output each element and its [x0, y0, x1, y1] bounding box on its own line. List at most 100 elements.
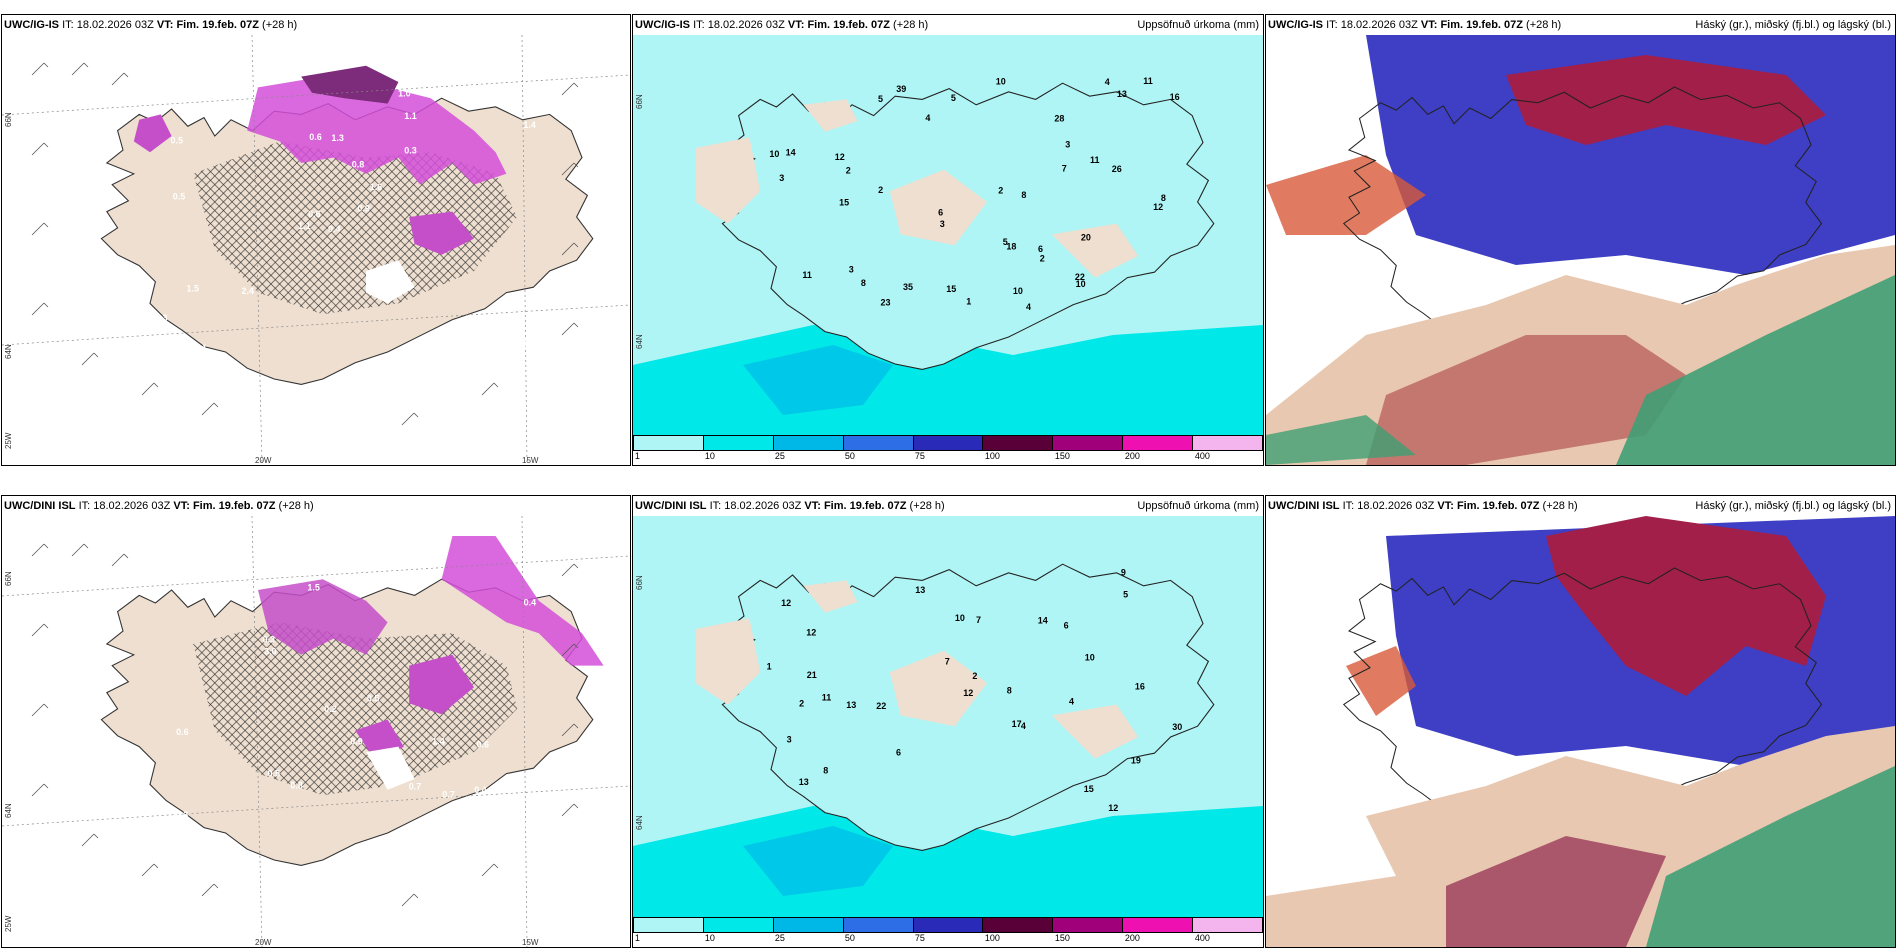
legend-swatch	[913, 918, 984, 932]
map-value-label: 3	[787, 735, 792, 745]
map-value-label: 6	[938, 208, 943, 218]
map-value-label: 11	[1143, 76, 1153, 86]
map-value-label: 1	[767, 662, 772, 672]
map-value-label: 0.6	[176, 727, 189, 737]
map-value-label: 0.8	[352, 160, 365, 170]
map-value-label: 1.1	[298, 221, 311, 231]
map-value-label: 11	[822, 692, 832, 702]
map-value-label: 1.0	[518, 820, 531, 830]
map-value-label: 11	[1090, 155, 1100, 165]
map-value-label: 2	[799, 698, 804, 708]
map-value-label: 0.8	[290, 781, 303, 791]
map-value-label: 1.4	[523, 120, 536, 130]
legend-tick: 200	[1124, 451, 1140, 461]
map-value-label: 13	[915, 585, 925, 595]
panel-bottom-middle: UWC/DINI ISL IT: 18.02.2026 03Z VT: Fim.…	[632, 495, 1264, 948]
map-value-label: 2	[998, 186, 1003, 196]
legend-tick: 100	[984, 451, 1000, 461]
map-value-label: 1.6	[370, 182, 383, 192]
map-value-label: 2	[846, 165, 851, 175]
legend-tick: 150	[1054, 451, 1070, 461]
map-value-label: 10	[996, 76, 1006, 86]
legend-swatch	[983, 918, 1054, 932]
map-value-label: 0.3	[155, 313, 168, 323]
legend-swatch	[1193, 918, 1263, 932]
map-value-label: 5	[1123, 589, 1128, 599]
map-value-label: 0.6	[308, 209, 321, 219]
map-value-label: 0.4	[524, 597, 537, 607]
map-value-label: 0.9	[350, 737, 363, 747]
legend-swatch	[983, 436, 1054, 450]
legend-tick: 1	[634, 933, 640, 943]
map-value-label: 7	[1062, 164, 1067, 174]
map-value-label: 19	[1131, 756, 1141, 766]
map-value-label: 8	[1021, 190, 1026, 200]
legend-swatch	[773, 918, 844, 932]
map-value-label: 0.5	[337, 562, 350, 572]
lat-label: 66N	[4, 112, 13, 127]
map-value-label: 12	[963, 688, 973, 698]
panel-right-title: Háský (gr.), miðský (fj.bl.) og lágský (…	[1695, 496, 1891, 516]
wind-precip-map: 0.4 0.5 0.6 0.3 1.6 2.4 1.0 1.3 1.1 0.9 0.7 0.8 0.5 1…	[2, 35, 630, 465]
map-value-label: 22	[876, 701, 886, 711]
legend-swatch	[634, 918, 704, 932]
legend-swatch	[1053, 436, 1124, 450]
precip-legend: 1 10 25 50 75 100 150 200 400	[633, 917, 1263, 947]
corner-label: 25W	[4, 915, 13, 932]
panel-right-title: Uppsöfnuð úrkoma (mm)	[1137, 15, 1259, 35]
panel-title: UWC/DINI ISL IT: 18.02.2026 03Z VT: Fim.…	[633, 496, 1263, 516]
map-value-label: 0.6	[309, 132, 322, 142]
map-value-label: 17	[1012, 719, 1022, 729]
panel-right-title: Háský (gr.), miðský (fj.bl.) og lágský (…	[1695, 15, 1891, 35]
map-value-label: 3	[849, 265, 854, 275]
legend-tick: 400	[1194, 933, 1210, 943]
map-value-label: 6	[1038, 244, 1043, 254]
map-value-label: 13	[846, 700, 856, 710]
map-value-label: 14	[1038, 615, 1048, 625]
legend-swatch	[1193, 436, 1263, 450]
map-value-label: 0.9	[357, 203, 370, 213]
legend-swatch	[634, 436, 704, 450]
map-value-label: 0.5	[268, 769, 281, 779]
map-value-label: 14	[786, 148, 796, 158]
legend-tick: 25	[774, 451, 785, 461]
map-value-label: 10	[769, 149, 779, 159]
legend-swatch	[1123, 436, 1194, 450]
lat-label: 64N	[635, 334, 644, 349]
legend-tick: 100	[984, 933, 1000, 943]
map-value-label: 0.7	[442, 789, 455, 799]
precip-legend: 1 10 25 50 75 100 150 200 400	[633, 435, 1263, 465]
map-value-label: 12	[1108, 803, 1118, 813]
lat-label: 64N	[4, 344, 13, 359]
map-value-label: 10	[955, 613, 965, 623]
lat-label: 64N	[635, 815, 644, 830]
map-value-label: 1.5	[307, 582, 320, 592]
map-value-label: 13	[799, 777, 809, 787]
map-value-label: 35	[903, 282, 913, 292]
map-value-label: 0.2	[324, 704, 337, 714]
map-value-label: 13	[1117, 89, 1127, 99]
legend-tick: 50	[844, 451, 855, 461]
map-value-label: 0.5	[367, 693, 380, 703]
map-value-label: 0.4	[194, 343, 207, 353]
map-value-label: 5	[878, 94, 883, 104]
map-value-label: 2	[1040, 254, 1045, 264]
panel-right-title: Uppsöfnuð úrkoma (mm)	[1137, 496, 1259, 516]
lon-label: 20W	[255, 938, 272, 947]
lat-label: 64N	[4, 803, 13, 818]
map-value-label: 1.1	[414, 578, 427, 588]
map-value-label: 4	[1105, 77, 1110, 87]
legend-tick: 75	[914, 933, 925, 943]
map-value-label: 12	[835, 152, 845, 162]
map-value-label: 10	[1013, 286, 1023, 296]
lat-label: 66N	[4, 571, 13, 586]
legend-tick: 25	[774, 933, 785, 943]
map-value-label: 7	[945, 657, 950, 667]
map-value-label: 0.8	[383, 556, 396, 566]
map-value-label: 0.5	[171, 135, 184, 145]
map-value-label: 10	[1085, 653, 1095, 663]
map-value-label: 7	[976, 615, 981, 625]
legend-tick: 1	[634, 451, 640, 461]
corner-label: 25W	[4, 432, 13, 449]
legend-tick: 75	[914, 451, 925, 461]
